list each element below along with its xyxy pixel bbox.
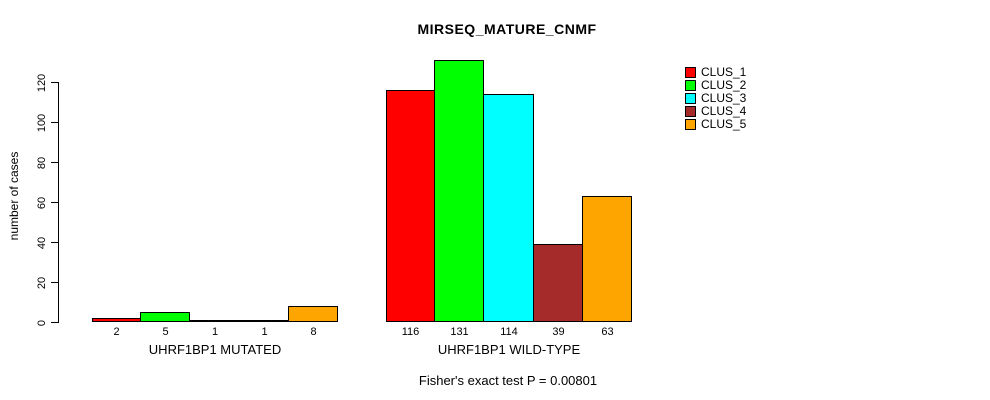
y-tick-label: 100	[36, 113, 48, 132]
bar-clus_4	[239, 320, 289, 322]
bar-clus_3	[483, 94, 534, 322]
y-tick-label: 40	[36, 236, 48, 249]
bar-value-label: 114	[500, 326, 518, 338]
bar-value-label: 2	[113, 326, 120, 338]
legend-swatch-clus_2	[685, 80, 696, 91]
legend-label: CLUS_1	[701, 65, 747, 79]
y-axis-title: number of cases	[7, 151, 21, 241]
legend-label: CLUS_3	[701, 91, 747, 105]
y-tick-label: 20	[36, 276, 48, 289]
legend-label: CLUS_2	[701, 78, 747, 92]
y-tick-label: 60	[36, 196, 48, 209]
bar-value-label: 5	[162, 326, 169, 338]
bar-value-label: 131	[450, 326, 469, 338]
legend-swatch-clus_5	[685, 119, 696, 130]
bar-value-label: 63	[601, 326, 614, 338]
bar-clus_4	[533, 244, 583, 322]
y-tick	[51, 122, 58, 123]
legend-label: CLUS_4	[701, 104, 747, 118]
bar-value-label: 1	[261, 326, 268, 338]
bar-value-label: 39	[552, 326, 565, 338]
y-tick-label: 80	[36, 156, 48, 169]
bar-clus_5	[582, 196, 632, 322]
group-label: UHRF1BP1 WILD-TYPE	[437, 342, 581, 357]
bar-clus_2	[434, 60, 484, 322]
legend-swatch-clus_1	[685, 67, 696, 78]
y-tick	[51, 282, 58, 283]
bar-value-label: 8	[310, 326, 317, 338]
annotation-text: Fisher's exact test P = 0.00801	[418, 373, 598, 388]
y-tick-label: 0	[36, 319, 48, 326]
y-axis-line	[58, 82, 59, 323]
y-tick	[51, 322, 58, 323]
bar-value-label: 1	[211, 326, 219, 338]
chart-title: MIRSEQ_MATURE_CNMF	[417, 21, 597, 37]
legend-swatch-clus_4	[685, 106, 696, 117]
y-tick	[51, 242, 58, 243]
y-tick	[51, 82, 58, 83]
bar-clus_1	[92, 318, 141, 322]
y-tick	[51, 202, 58, 203]
bar-clus_3	[189, 320, 240, 322]
group-label: UHRF1BP1 MUTATED	[148, 342, 282, 357]
bar-clus_1	[386, 90, 435, 322]
y-tick	[51, 162, 58, 163]
y-tick-label: 120	[36, 73, 48, 92]
bar-clus_5	[288, 306, 338, 322]
bar-clus_2	[140, 312, 190, 322]
bar-value-label: 116	[401, 326, 420, 338]
legend-swatch-clus_3	[685, 93, 696, 104]
legend-label: CLUS_5	[701, 117, 747, 131]
